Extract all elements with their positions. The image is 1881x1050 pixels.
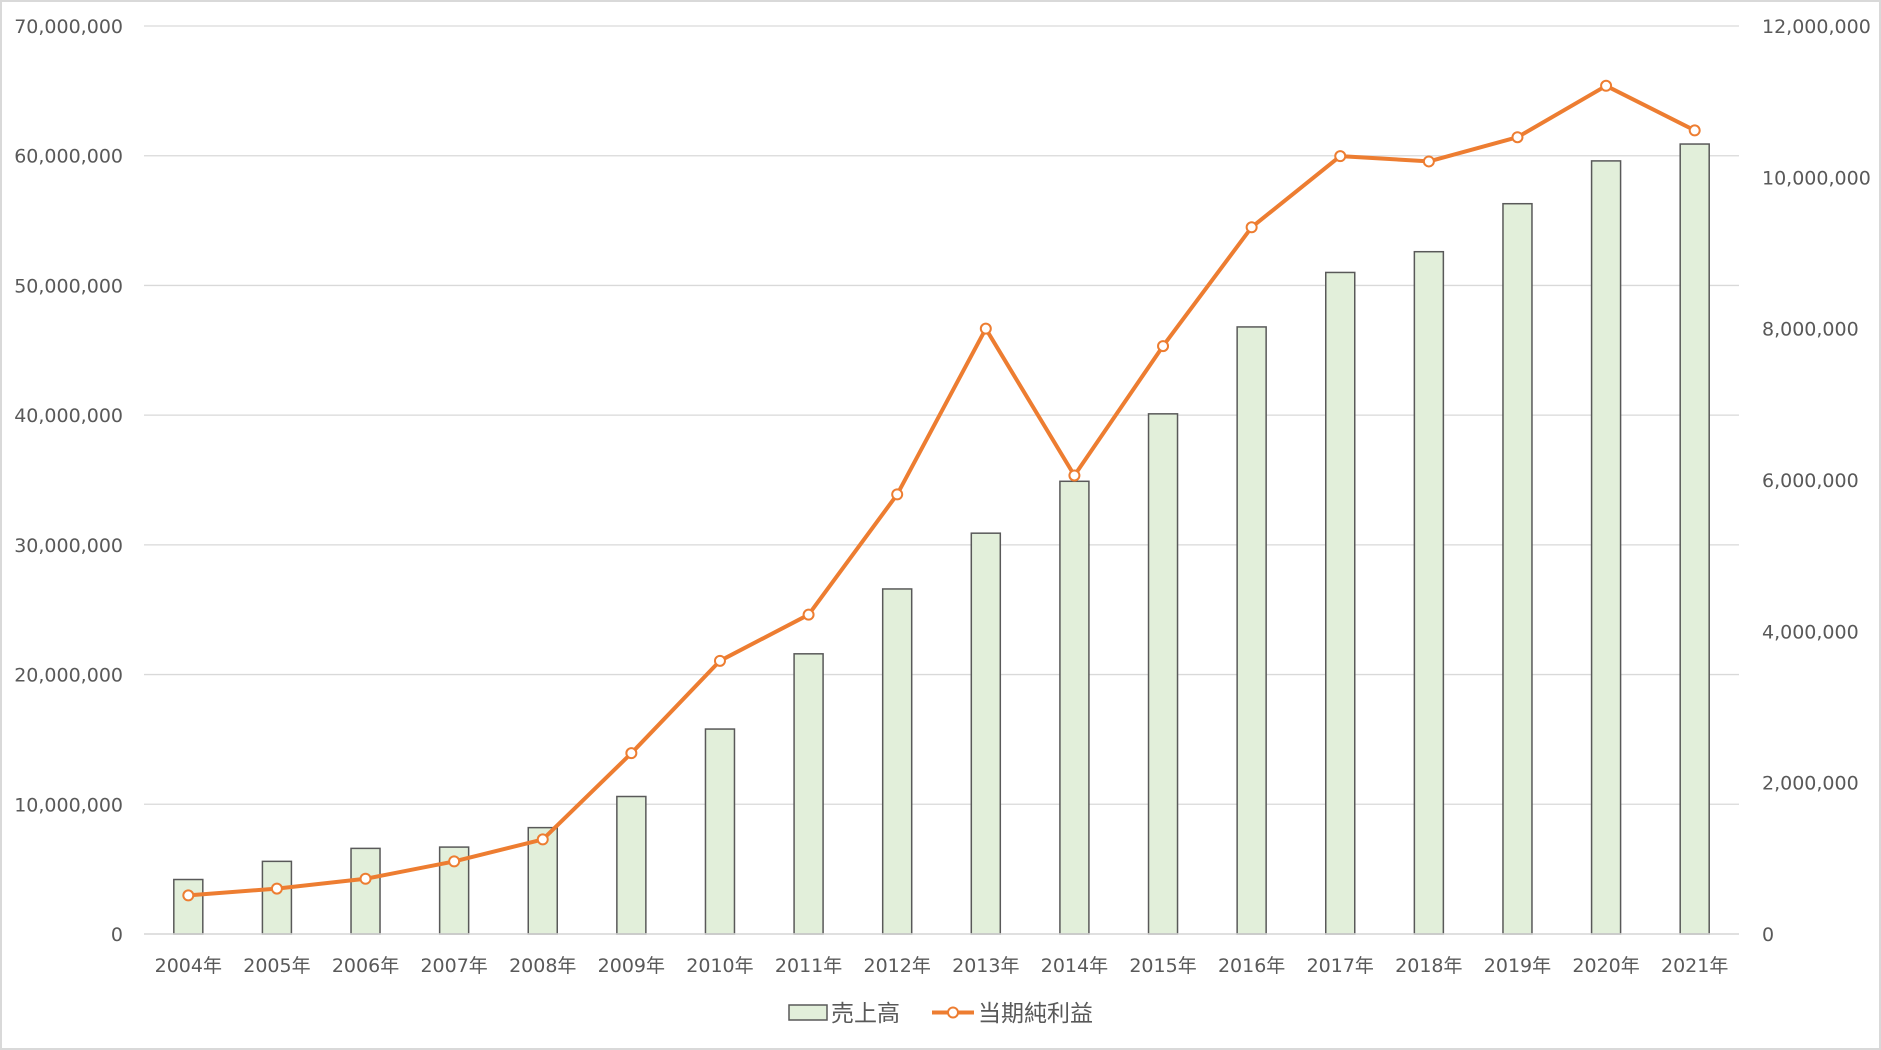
sales-bar bbox=[881, 588, 913, 935]
net-income-point bbox=[1334, 150, 1347, 163]
sales-bar bbox=[1413, 250, 1445, 935]
sales-bars bbox=[173, 143, 1710, 935]
net-income-point bbox=[979, 322, 992, 335]
x-tick-label: 2006年 bbox=[332, 955, 399, 977]
sales-bar bbox=[173, 878, 204, 935]
x-axis: 2004年 2005年 2006年 2007年 2008年 2009年 2010年 2011年… bbox=[144, 933, 1739, 977]
x-tick-label: 2012年 bbox=[864, 955, 931, 977]
x-tick-label: 2018年 bbox=[1395, 955, 1462, 977]
x-tick-label: 2004年 bbox=[155, 955, 222, 977]
sales-bar bbox=[1147, 413, 1179, 935]
x-tick-label: 2013年 bbox=[952, 955, 1019, 977]
net-income-point bbox=[1688, 124, 1701, 137]
legend-label-net-income: 当期純利益 bbox=[978, 1001, 1093, 1027]
net-income-point bbox=[536, 833, 549, 846]
y-left-tick-label: 70,000,000 bbox=[14, 16, 123, 38]
sales-bar bbox=[616, 795, 647, 935]
x-tick-label: 2021年 bbox=[1661, 955, 1728, 977]
sales-bar bbox=[1059, 480, 1090, 935]
net-income-point bbox=[1245, 221, 1258, 234]
sales-bar bbox=[1590, 160, 1622, 935]
left-y-axis: 0 10,000,000 20,000,000 30,000,000 40,000,00… bbox=[14, 16, 123, 946]
sales-bar bbox=[793, 653, 824, 935]
x-tick-label: 2019年 bbox=[1484, 955, 1551, 977]
y-right-tick-label: 0 bbox=[1762, 924, 1774, 946]
sales-bar bbox=[350, 847, 381, 935]
sales-bar bbox=[970, 532, 1002, 935]
net-income-point bbox=[1600, 79, 1613, 92]
x-tick-label: 2014年 bbox=[1041, 955, 1108, 977]
net-income-point bbox=[891, 488, 904, 501]
x-tick-label: 2011年 bbox=[775, 955, 842, 977]
x-tick-label: 2005年 bbox=[243, 955, 310, 977]
y-left-tick-label: 30,000,000 bbox=[14, 535, 123, 557]
sales-bar bbox=[1502, 202, 1533, 935]
net-income-point bbox=[448, 855, 461, 868]
x-tick-label: 2015年 bbox=[1129, 955, 1196, 977]
net-income-point bbox=[1422, 155, 1435, 168]
y-left-tick-label: 40,000,000 bbox=[14, 405, 123, 427]
x-tick-label: 2010年 bbox=[686, 955, 753, 977]
y-right-tick-label: 2,000,000 bbox=[1762, 773, 1859, 795]
x-tick-label: 2017年 bbox=[1307, 955, 1374, 977]
y-right-tick-label: 10,000,000 bbox=[1762, 167, 1871, 189]
y-left-tick-label: 20,000,000 bbox=[14, 665, 123, 687]
net-income-polyline bbox=[186, 83, 1697, 898]
y-left-tick-label: 0 bbox=[111, 924, 123, 946]
legend-swatch-sales bbox=[788, 1004, 828, 1021]
x-tick-label: 2008年 bbox=[509, 955, 576, 977]
net-income-point bbox=[1157, 340, 1170, 353]
sales-bar bbox=[261, 860, 293, 935]
x-tick-label: 2009年 bbox=[598, 955, 665, 977]
net-income-point bbox=[359, 872, 372, 885]
y-left-tick-label: 60,000,000 bbox=[14, 146, 123, 168]
sales-bar bbox=[704, 728, 736, 935]
y-right-tick-label: 8,000,000 bbox=[1762, 319, 1859, 341]
x-tick-label: 2016年 bbox=[1218, 955, 1285, 977]
legend-label-sales: 売上高 bbox=[831, 1001, 900, 1027]
net-income-point bbox=[1068, 469, 1081, 482]
net-income-point bbox=[1511, 131, 1524, 144]
legend: 売上高 当期純利益 bbox=[788, 1001, 1093, 1027]
x-tick-label: 2020年 bbox=[1572, 955, 1639, 977]
gridlines bbox=[144, 25, 1739, 935]
sales-bar bbox=[1325, 271, 1356, 935]
y-right-tick-label: 12,000,000 bbox=[1762, 16, 1871, 38]
y-left-tick-label: 50,000,000 bbox=[14, 275, 123, 297]
right-y-axis: 0 2,000,000 4,000,000 6,000,000 8,000,000 10,… bbox=[1762, 16, 1871, 946]
sales-bar bbox=[1236, 326, 1267, 935]
net-income-point bbox=[802, 608, 815, 621]
net-income-point bbox=[713, 654, 726, 667]
sales-bar bbox=[1679, 143, 1710, 935]
net-income-line bbox=[182, 79, 1701, 902]
net-income-point bbox=[182, 889, 195, 902]
net-income-point bbox=[270, 882, 283, 895]
y-right-tick-label: 4,000,000 bbox=[1762, 621, 1859, 643]
legend-marker-net-income bbox=[947, 1006, 959, 1019]
y-right-tick-label: 6,000,000 bbox=[1762, 470, 1859, 492]
net-income-point bbox=[625, 747, 638, 760]
y-left-tick-label: 10,000,000 bbox=[14, 794, 123, 816]
x-tick-label: 2007年 bbox=[420, 955, 487, 977]
